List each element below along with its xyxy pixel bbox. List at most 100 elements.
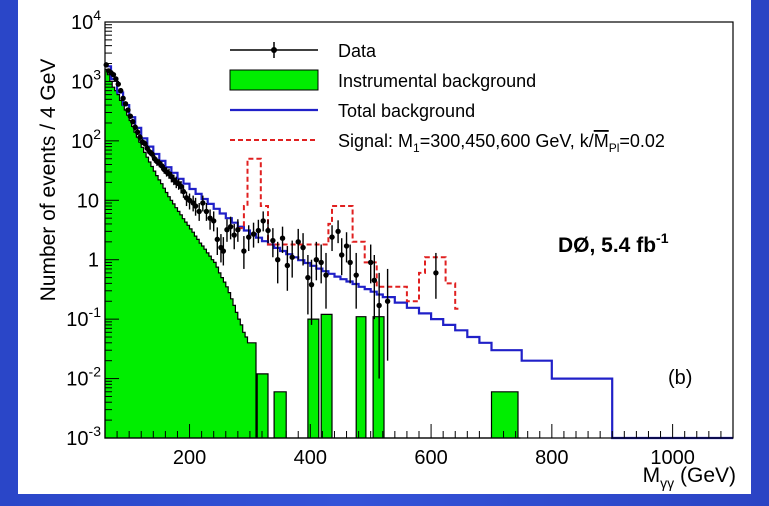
data-marker <box>270 237 276 244</box>
data-point <box>224 219 230 242</box>
plot-frame: 10-3 10-2 10-1 1 10 102 103 104 200 400 600 800 1000… <box>18 0 751 494</box>
data-point <box>339 238 345 276</box>
data-point <box>103 62 109 68</box>
data-marker <box>130 119 136 125</box>
data-marker <box>149 151 155 157</box>
data-marker <box>347 259 353 266</box>
data-marker <box>371 277 378 284</box>
data-point <box>192 197 199 216</box>
axes: 10-3 10-2 10-1 1 10 102 103 104 200 400 600 800 1000 <box>66 7 734 469</box>
y-tick-label: 103 <box>71 66 101 93</box>
data-point <box>241 236 247 269</box>
plot-area <box>103 62 733 440</box>
y-tick-label: 1 <box>88 250 99 272</box>
data-point <box>137 134 143 141</box>
y-tick-label: 10-1 <box>66 304 101 331</box>
data-point <box>180 185 187 198</box>
data-marker <box>329 234 335 240</box>
legend-fill-swatch <box>229 69 319 91</box>
x-tick-label: 200 <box>173 447 206 469</box>
data-marker <box>137 134 143 140</box>
data-point <box>289 240 295 278</box>
data-point <box>279 226 286 253</box>
data-point <box>260 211 266 232</box>
data-marker <box>125 107 131 113</box>
legend-entry-fill: Instrumental background <box>229 69 536 91</box>
data-marker <box>265 227 271 234</box>
data-marker <box>214 236 221 243</box>
data-marker <box>120 95 126 102</box>
data-marker <box>178 183 184 190</box>
data-marker <box>127 113 134 119</box>
data-marker <box>343 243 350 249</box>
data-point <box>284 246 291 291</box>
x-axis-title: Mγγ (GeV) <box>643 464 736 491</box>
y-tick-label: 104 <box>71 7 101 34</box>
data-point <box>305 255 311 315</box>
data-marker <box>313 257 320 263</box>
data-point <box>318 244 324 284</box>
data-marker <box>235 226 241 233</box>
data-point <box>371 255 378 320</box>
data-marker <box>142 140 148 147</box>
data-point <box>367 244 374 284</box>
data-marker <box>318 259 324 266</box>
data-marker <box>224 226 230 233</box>
data-marker <box>275 257 281 263</box>
data-marker <box>132 124 138 130</box>
data-point <box>265 219 271 244</box>
data-point <box>125 107 131 113</box>
data-point <box>343 232 350 263</box>
data-marker <box>339 252 345 258</box>
data-point <box>132 124 138 131</box>
data-marker <box>192 203 199 209</box>
data-marker <box>103 62 109 68</box>
data-marker <box>279 235 286 241</box>
data-point <box>250 222 257 248</box>
x-tick-label: 800 <box>535 447 568 469</box>
data-marker <box>241 248 247 254</box>
data-point <box>300 233 306 266</box>
data-point <box>384 268 391 361</box>
legend-data-marker <box>271 47 277 53</box>
data-point <box>200 195 206 212</box>
data-point <box>134 128 141 136</box>
experiment-label: DØ, 5.4 fb-1 <box>558 230 669 257</box>
data-point <box>110 71 117 78</box>
x-tick-label: 1000 <box>650 447 695 469</box>
data-point <box>149 150 155 158</box>
panel-label: (b) <box>668 367 692 389</box>
data-marker <box>376 302 382 309</box>
data-point <box>275 241 281 284</box>
data-point <box>347 244 353 284</box>
data-point <box>433 252 439 299</box>
data-marker <box>384 298 391 304</box>
data-marker <box>308 281 315 288</box>
x-tick-label: 600 <box>414 447 447 469</box>
data-marker <box>289 254 295 260</box>
data-marker <box>255 227 262 234</box>
data-marker <box>367 259 374 266</box>
data-point <box>127 113 134 119</box>
data-marker <box>196 208 202 215</box>
instrumental-background-histogram <box>104 68 521 439</box>
data-point <box>196 203 202 221</box>
data-marker <box>118 87 124 94</box>
data-marker <box>180 188 187 195</box>
chart: 10-3 10-2 10-1 1 10 102 103 104 200 400 600 800 1000… <box>37 7 736 491</box>
data-point <box>115 81 121 87</box>
data-marker <box>305 274 311 281</box>
data-marker <box>134 129 141 135</box>
data-marker <box>433 270 439 276</box>
x-tick-label: 400 <box>294 447 327 469</box>
data-marker <box>122 101 129 107</box>
data-point <box>323 252 329 309</box>
data-marker <box>227 223 234 230</box>
data-marker <box>203 208 210 215</box>
data-point <box>142 140 148 147</box>
data-marker <box>113 76 119 82</box>
data-point <box>120 95 126 102</box>
data-point <box>220 237 227 266</box>
data-marker <box>260 218 266 224</box>
data-point <box>246 225 252 252</box>
